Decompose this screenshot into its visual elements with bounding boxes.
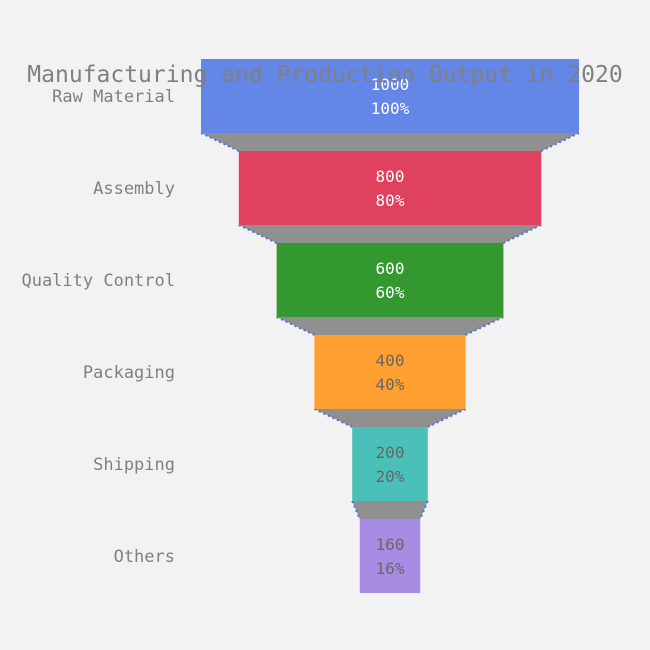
funnel-stage-label-shipping: Shipping — [93, 455, 175, 475]
connectors-layer — [200, 132, 580, 520]
funnel-value-label-quality-control: 600 — [376, 259, 405, 278]
funnel-percent-label-packaging: 40% — [376, 375, 405, 394]
funnel-stage-label-others: Others — [114, 547, 175, 567]
funnel-connector-edge-left-4 — [313, 408, 353, 428]
funnel-bar-others — [359, 519, 421, 593]
funnel-value-label-raw-material: 1000 — [371, 75, 410, 94]
funnel-connector-edge-left-2 — [238, 224, 278, 244]
funnel-value-label-assembly: 800 — [376, 167, 405, 186]
funnel-connector-edge-right-3 — [465, 316, 504, 336]
funnel-percent-label-others: 16% — [376, 559, 405, 578]
funnel-percent-label-assembly: 80% — [376, 191, 405, 210]
funnel-bar-quality-control — [276, 243, 504, 317]
funnel-bar-assembly — [238, 151, 542, 225]
funnel-bar-packaging — [314, 335, 466, 409]
funnel-percent-label-shipping: 20% — [376, 467, 405, 486]
funnel-connector-edge-right-2 — [502, 224, 542, 244]
funnel-value-label-packaging: 400 — [376, 351, 405, 370]
funnel-percent-label-quality-control: 60% — [376, 283, 405, 302]
funnel-connector-edge-left-1 — [200, 132, 240, 152]
funnel-value-label-shipping: 200 — [376, 443, 405, 462]
chart-title: Manufacturing and Production Output in 2… — [27, 62, 622, 88]
funnel-percent-label-raw-material: 100% — [371, 99, 410, 118]
funnel-connector-edge-right-1 — [540, 132, 580, 152]
funnel-stage-label-raw-material: Raw Material — [52, 87, 175, 107]
funnel-connector-3 — [276, 317, 504, 335]
funnel-connector-2 — [238, 225, 542, 243]
funnel-stage-label-packaging: Packaging — [83, 363, 175, 383]
funnel-connector-1 — [201, 133, 579, 151]
funnel-connector-edge-right-5 — [419, 500, 429, 520]
funnel-bar-shipping — [352, 427, 428, 501]
funnel-connector-edge-left-5 — [351, 500, 361, 520]
funnel-connector-5 — [352, 501, 428, 519]
funnel-connector-edge-right-4 — [427, 408, 467, 428]
bars-layer: 1000 100% 800 80% 600 60% 400 40% 200 20% 160 16% — [201, 59, 579, 593]
labels-layer: Raw Material Assembly Quality Control Packa… — [21, 87, 175, 567]
funnel-connector-edge-left-3 — [276, 316, 315, 336]
funnel-stage-label-assembly: Assembly — [93, 179, 175, 199]
funnel-connector-4 — [314, 409, 466, 427]
funnel-value-label-others: 160 — [376, 535, 405, 554]
funnel-stage-label-quality-control: Quality Control — [21, 271, 175, 291]
funnel-bar-raw-material — [201, 59, 579, 133]
